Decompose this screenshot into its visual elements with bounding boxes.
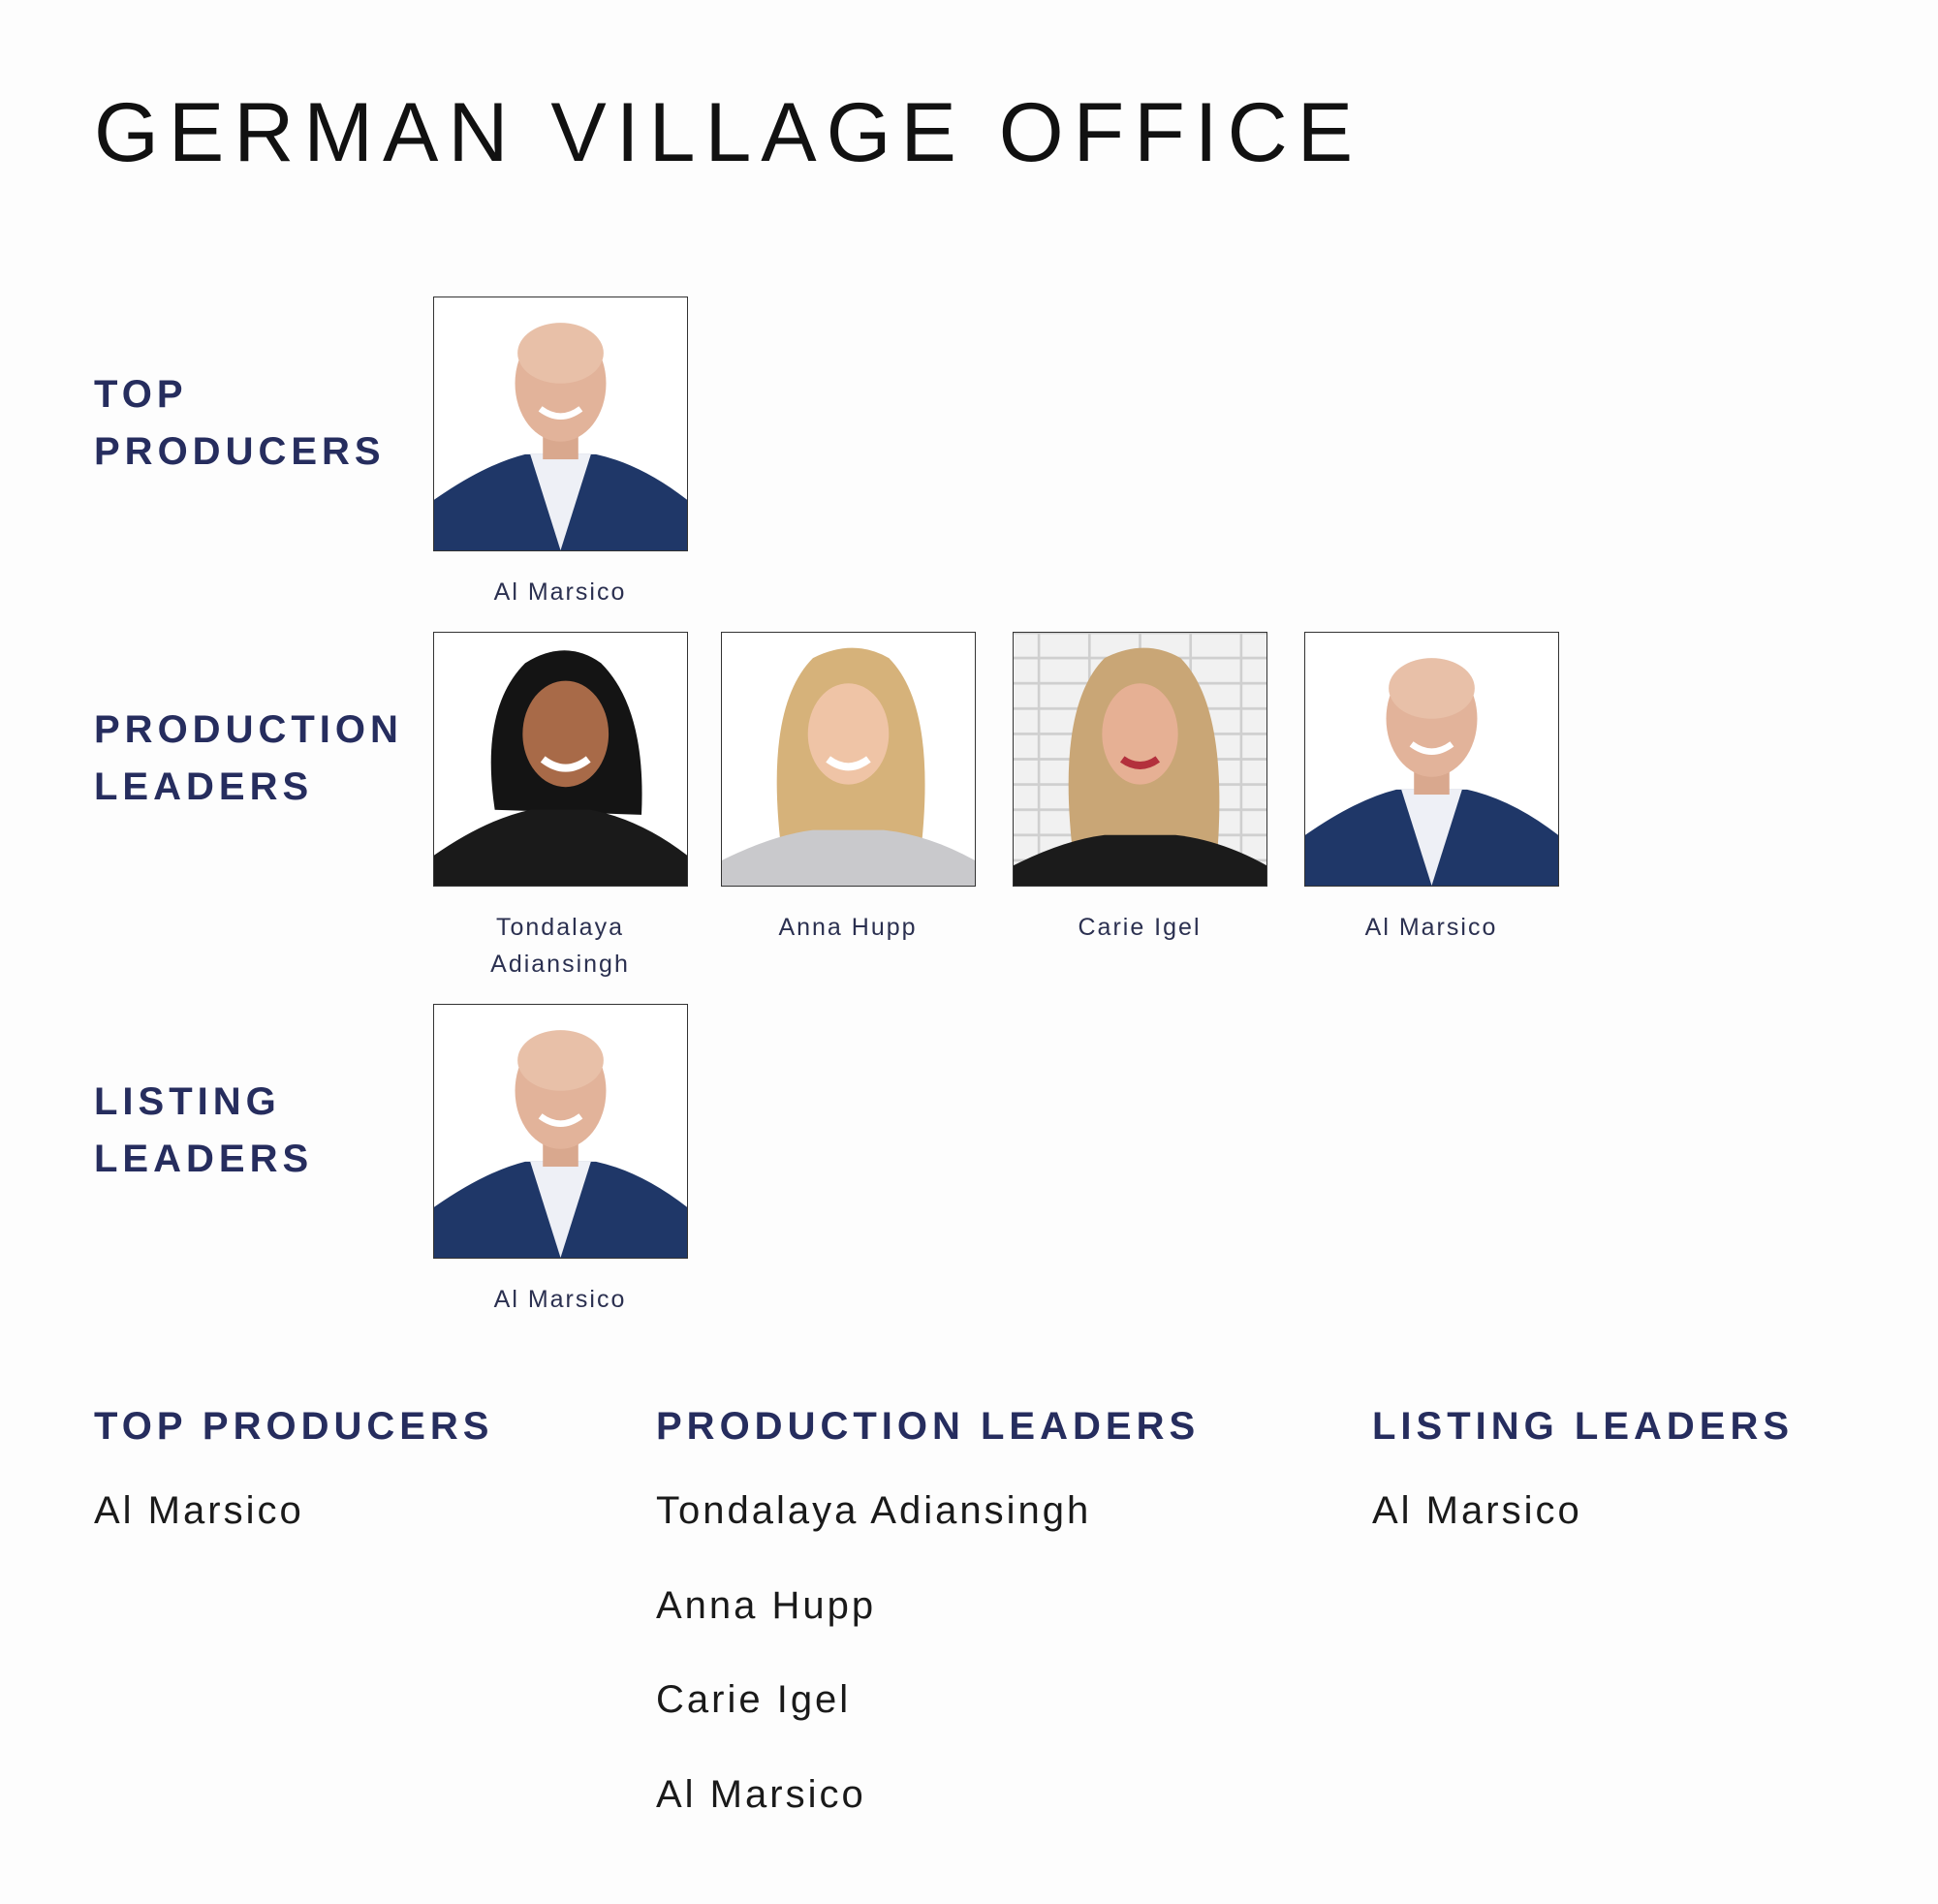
agent-caption[interactable]: Anna Hupp	[778, 914, 918, 941]
portrait-image	[434, 633, 687, 886]
agent-photo-anna-hupp[interactable]	[721, 632, 976, 887]
list-item[interactable]: Al Marsico	[94, 1489, 304, 1532]
agent-caption[interactable]: Al Marsico	[493, 1286, 627, 1313]
agent-photo-tondalaya-adiansingh[interactable]	[433, 632, 688, 887]
agent-caption[interactable]: Al Marsico	[493, 578, 627, 606]
agent-caption[interactable]: Al Marsico	[1364, 914, 1498, 941]
agent-caption[interactable]: Tondalaya Adiansingh	[415, 909, 705, 983]
list-item[interactable]: Tondalaya Adiansingh	[656, 1489, 1092, 1532]
list-item[interactable]: Al Marsico	[656, 1773, 866, 1816]
list-item[interactable]: Anna Hupp	[656, 1584, 877, 1627]
portrait-image	[1305, 633, 1558, 886]
list-item[interactable]: Carie Igel	[656, 1678, 852, 1721]
label-line: TOP	[94, 373, 188, 416]
list-item[interactable]: Al Marsico	[1372, 1489, 1582, 1532]
agent-caption[interactable]: Carie Igel	[1078, 914, 1202, 941]
list-heading-listing-leaders: LISTING LEADERS	[1372, 1405, 1795, 1448]
list-heading-top-producers: TOP PRODUCERS	[94, 1405, 494, 1448]
caption-line: Tondalaya	[496, 914, 624, 941]
portrait-image	[722, 633, 975, 886]
section-label-production-leaders: PRODUCTION LEADERS	[94, 702, 403, 816]
agent-photo-al-marsico[interactable]	[1304, 632, 1559, 887]
portrait-image	[1014, 633, 1266, 886]
section-label-top-producers: TOP PRODUCERS	[94, 366, 386, 481]
section-label-listing-leaders: LISTING LEADERS	[94, 1074, 313, 1188]
label-line: LEADERS	[94, 765, 314, 808]
portrait-image	[434, 1005, 687, 1258]
list-heading-production-leaders: PRODUCTION LEADERS	[656, 1405, 1201, 1448]
label-line: LISTING	[94, 1080, 281, 1123]
agent-photo-al-marsico[interactable]	[433, 1004, 688, 1259]
label-line: PRODUCERS	[94, 430, 386, 473]
agent-photo-carie-igel[interactable]	[1013, 632, 1267, 887]
agent-photo-al-marsico[interactable]	[433, 297, 688, 551]
page-title: GERMAN VILLAGE OFFICE	[94, 86, 1363, 179]
label-line: LEADERS	[94, 1138, 314, 1180]
label-line: PRODUCTION	[94, 708, 403, 751]
portrait-image	[434, 297, 687, 550]
caption-line: Adiansingh	[490, 951, 630, 978]
